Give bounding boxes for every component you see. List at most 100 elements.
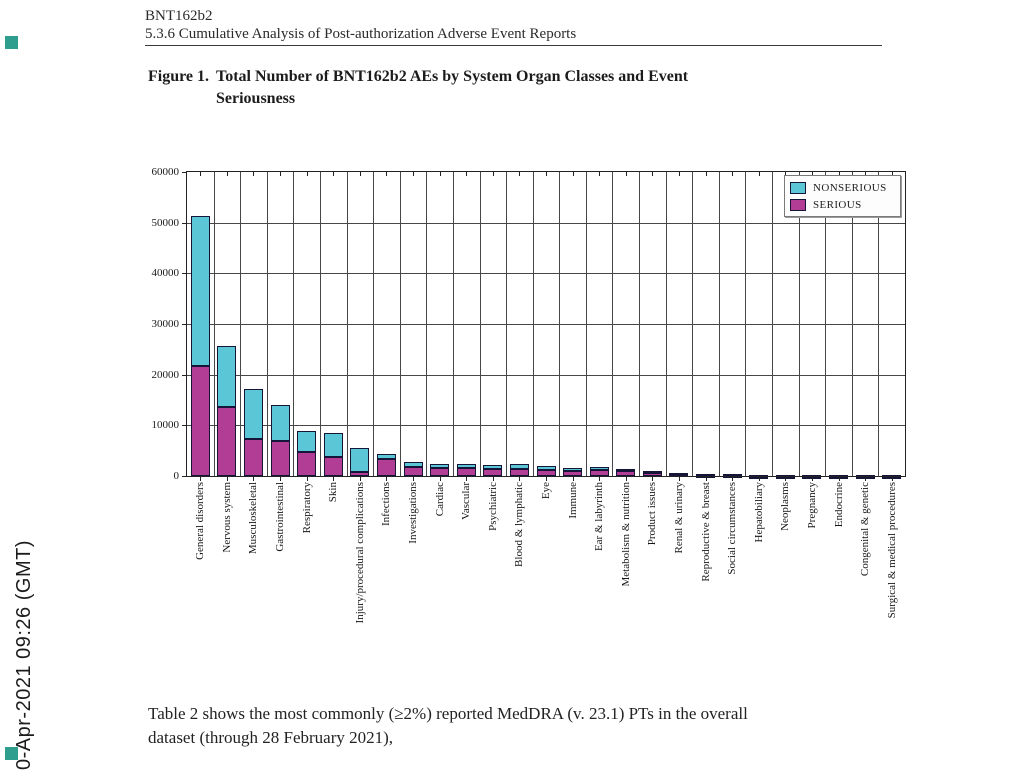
header-title: BNT162b2 (145, 8, 213, 24)
x-tickmark-top (280, 172, 282, 176)
bar-segment-nonserious (350, 447, 370, 472)
v-gridline (533, 172, 534, 476)
y-tickmark (182, 425, 187, 427)
category-label: Gastrointestinal (274, 482, 287, 552)
v-gridline (453, 172, 454, 476)
bar-segment-nonserious (642, 471, 662, 474)
category-label: General disorders (194, 482, 207, 560)
x-tickmark-top (572, 172, 574, 176)
bar-segment-nonserious (616, 468, 636, 471)
x-tickmark-top (865, 172, 867, 176)
bar-segment-serious (243, 439, 263, 476)
category-label: Product issues (646, 482, 659, 546)
legend-entry: NONSERIOUS (790, 179, 895, 196)
bar-segment-nonserious (536, 466, 556, 471)
x-tickmark-bottom (333, 476, 335, 481)
bar-7 (350, 447, 370, 476)
v-gridline (214, 172, 215, 476)
bar-1 (190, 216, 210, 476)
x-tickmark-bottom (519, 476, 521, 481)
v-gridline (559, 172, 560, 476)
v-gridline (480, 172, 481, 476)
v-gridline (240, 172, 241, 476)
bar-segment-serious (509, 468, 529, 476)
bar-6 (323, 432, 343, 476)
x-tickmark-bottom (865, 476, 867, 481)
v-gridline (799, 172, 800, 476)
legend-label: SERIOUS (813, 198, 862, 211)
body-text-line1: Table 2 shows the most commonly (≥2%) re… (148, 704, 748, 723)
bar-segment-serious (589, 470, 609, 476)
bar-segment-serious (642, 473, 662, 476)
x-tickmark-top (678, 172, 680, 176)
bar-segment-nonserious (589, 467, 609, 471)
y-tick-label: 20000 (151, 368, 180, 381)
h-gridline (187, 273, 905, 275)
bar-segment-serious (536, 470, 556, 476)
bar-segment-nonserious (217, 345, 237, 408)
bar-4 (270, 404, 290, 476)
y-tick-label: 10000 (151, 419, 180, 432)
x-tickmark-top (652, 172, 654, 176)
x-tickmark-bottom (546, 476, 547, 481)
category-label: Eye (540, 482, 552, 500)
category-label: Musculoskeletal (247, 482, 260, 555)
category-label: Neoplasms (779, 482, 792, 531)
plot-frame (186, 171, 906, 477)
bar-segment-serious (323, 456, 343, 476)
x-tickmark-bottom (200, 476, 202, 481)
y-tick-label: 0 (173, 470, 180, 482)
bar-15 (563, 468, 583, 476)
x-tickmark-bottom (838, 476, 840, 481)
x-tickmark-top (306, 172, 308, 176)
category-label: Respiratory (300, 482, 313, 534)
x-tickmark-top (811, 172, 813, 176)
h-gridline (187, 324, 905, 325)
category-label: Endocrine (832, 482, 845, 528)
figure-title-line2: Seriousness (216, 90, 296, 107)
bar-segment-nonserious (297, 431, 317, 452)
category-label: Social circumstances (726, 482, 739, 575)
v-gridline (293, 172, 294, 476)
x-tickmark-top (785, 172, 787, 176)
v-gridline (745, 172, 746, 476)
bar-segment-nonserious (243, 389, 263, 439)
v-gridline (639, 172, 640, 476)
y-tickmark (182, 222, 187, 224)
category-label: Immune (566, 482, 579, 519)
x-tickmark-top (413, 172, 415, 176)
x-tickmark-top (492, 172, 494, 176)
x-tickmark-top (732, 172, 734, 176)
bar-segment-serious (483, 469, 503, 476)
y-tickmark (182, 374, 187, 376)
x-tickmark-bottom (732, 476, 734, 481)
x-tickmark-bottom (306, 476, 308, 481)
figure-title-line1: Total Number of BNT162b2 AEs by System O… (216, 68, 689, 85)
bar-12 (483, 465, 503, 476)
category-label: Vascular (460, 482, 473, 520)
bar-segment-nonserious (376, 454, 396, 460)
legend-swatch-serious (790, 198, 806, 211)
v-gridline (267, 172, 268, 476)
bar-segment-nonserious (403, 462, 423, 468)
bar-segment-nonserious (430, 464, 450, 468)
bar-segment-nonserious (190, 216, 210, 367)
v-gridline (320, 172, 321, 476)
x-tickmark-bottom (678, 476, 680, 481)
v-gridline (666, 172, 667, 476)
bar-10 (430, 464, 450, 476)
v-gridline (400, 172, 401, 476)
y-tick-label: 30000 (151, 318, 180, 330)
x-tickmark-bottom (280, 476, 282, 481)
x-tickmark-bottom (492, 476, 494, 481)
bar-segment-serious (456, 468, 476, 476)
x-tickmark-bottom (413, 476, 415, 481)
bar-segment-serious (403, 467, 423, 476)
bar-segment-serious (270, 441, 290, 476)
bar-segment-nonserious (669, 473, 689, 476)
v-gridline (612, 172, 613, 476)
x-tickmark-bottom (226, 476, 228, 481)
bar-segment-nonserious (563, 468, 583, 471)
bar-8 (376, 454, 396, 476)
x-tickmark-top (439, 172, 441, 176)
